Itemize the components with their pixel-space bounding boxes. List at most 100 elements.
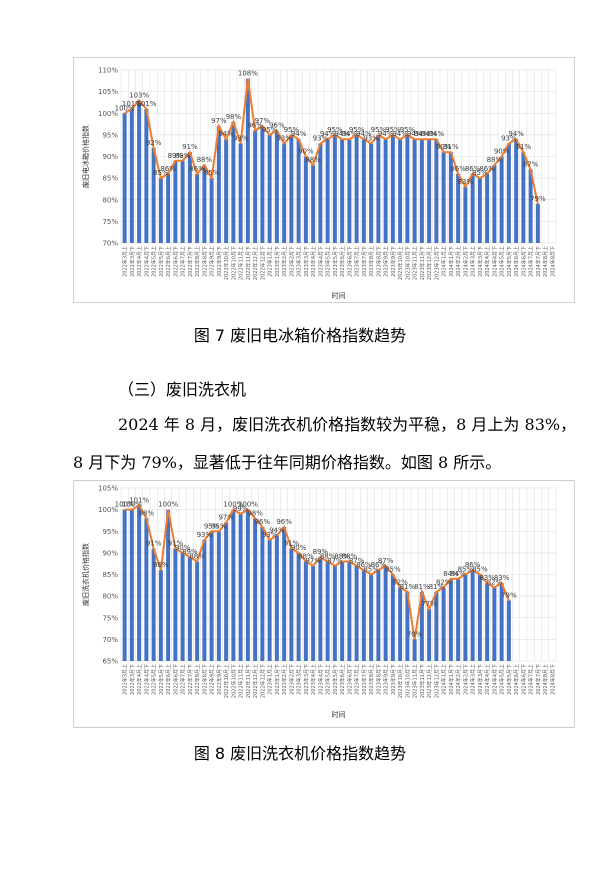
bar	[485, 583, 490, 661]
y-tick-label: 75%	[102, 614, 118, 622]
bar	[470, 570, 475, 661]
x-tick-label: 2023年12月上	[426, 246, 433, 280]
data-label: 90%	[298, 148, 314, 156]
y-axis-title: 废旧洗衣机价格指数	[81, 543, 90, 606]
x-tick-label: 2022年6月下	[172, 246, 179, 277]
bar	[463, 186, 468, 243]
x-tick-label: 2023年11月下	[419, 246, 426, 280]
bar	[456, 578, 461, 661]
x-tick-label: 2023年12月下	[433, 664, 440, 698]
x-tick-label: 2022年9月下	[216, 246, 223, 277]
x-tick-label: 2023年6月下	[346, 664, 353, 695]
bar	[231, 121, 236, 243]
bar	[195, 561, 200, 661]
bar	[238, 513, 243, 661]
x-tick-label: 2024年5月上	[499, 246, 506, 277]
bar	[296, 139, 301, 243]
x-tick-label: 2022年9月上	[209, 664, 216, 695]
bar	[195, 173, 200, 243]
data-label: 94%	[421, 130, 437, 138]
x-tick-label: 2023年11月上	[412, 664, 419, 698]
x-tick-label: 2022年4月上	[136, 664, 143, 695]
data-label: 95%	[385, 126, 401, 134]
data-label: 93%	[363, 135, 379, 143]
x-tick-label: 2023年7月下	[361, 664, 368, 695]
y-tick-label: 80%	[102, 196, 118, 204]
x-tick-label: 2022年10月上	[223, 246, 230, 280]
bar	[216, 531, 221, 661]
bar	[311, 165, 316, 243]
bar	[528, 169, 533, 243]
data-label: 90%	[436, 143, 452, 151]
bar	[340, 139, 345, 243]
data-label: 94%	[356, 130, 372, 138]
data-label: 93%	[501, 135, 517, 143]
section-heading: （三）废旧洗衣机	[118, 380, 247, 399]
bar	[390, 134, 395, 243]
y-tick-label: 85%	[102, 571, 118, 579]
x-tick-label: 2023年8月上	[368, 664, 375, 695]
bar	[398, 587, 403, 661]
data-label: 100%	[115, 104, 135, 112]
x-tick-label: 2024年4月下	[491, 246, 498, 277]
data-label: 83%	[458, 178, 474, 186]
data-label: 91%	[516, 143, 532, 151]
x-tick-label: 2022年7月上	[180, 246, 187, 277]
y-tick-label: 105%	[98, 485, 118, 493]
x-tick-label: 2023年2月上	[281, 246, 288, 277]
bar	[405, 134, 410, 243]
bar	[506, 143, 511, 243]
data-label: 94%	[378, 130, 394, 138]
bar	[122, 113, 127, 243]
data-label: 95%	[204, 522, 220, 530]
bar	[369, 143, 374, 243]
x-tick-label: 2023年2月下	[288, 246, 295, 277]
bar	[187, 152, 192, 243]
x-tick-label: 2024年8月上	[542, 664, 549, 695]
bar	[456, 173, 461, 243]
bar	[376, 134, 381, 243]
bar	[173, 548, 178, 661]
data-label: 86%	[153, 561, 169, 569]
data-label: 90%	[175, 544, 191, 552]
bar	[347, 561, 352, 661]
x-tick-label: 2023年10月上	[397, 664, 404, 698]
data-label: 96%	[276, 518, 292, 526]
bar	[144, 518, 149, 661]
data-label: 86%	[356, 561, 372, 569]
x-tick-label: 2024年7月上	[528, 664, 535, 695]
x-tick-label: 2023年2月下	[288, 664, 295, 695]
x-tick-label: 2022年12月上	[252, 664, 259, 698]
y-tick-label: 110%	[98, 67, 118, 75]
data-label: 93%	[313, 135, 329, 143]
data-label: 89%	[182, 548, 198, 556]
data-label: 98%	[247, 509, 263, 517]
bar	[332, 565, 337, 661]
y-tick-label: 95%	[102, 528, 118, 536]
x-tick-label: 2024年7月下	[535, 246, 542, 277]
y-tick-label: 80%	[102, 593, 118, 601]
data-label: 88%	[320, 553, 336, 561]
data-label: 94%	[414, 130, 430, 138]
bar	[166, 509, 171, 661]
bar	[419, 591, 424, 661]
washer-price-index-chart: 65% 70% 75% 80% 85% 90% 95% 100% 105% 100% 100% 101…	[73, 480, 575, 728]
data-label: 86%	[371, 561, 387, 569]
data-label: 87%	[378, 557, 394, 565]
x-tick-label: 2023年1月下	[274, 664, 281, 695]
bar	[492, 587, 497, 661]
x-tick-label: 2023年9月下	[390, 664, 397, 695]
bar	[470, 173, 475, 243]
data-label: 83%	[479, 574, 495, 582]
bar	[274, 535, 279, 661]
x-tick-label: 2023年11月下	[419, 664, 426, 698]
bar	[347, 139, 352, 243]
y-tick-label: 100%	[98, 110, 118, 118]
bar	[202, 539, 207, 661]
x-tick-label: 2023年7月上	[354, 664, 361, 695]
data-label: 94%	[342, 130, 358, 138]
data-label: 96%	[247, 122, 263, 130]
bar	[224, 139, 229, 243]
data-label: 87%	[305, 557, 321, 565]
data-label: 87%	[523, 160, 539, 168]
